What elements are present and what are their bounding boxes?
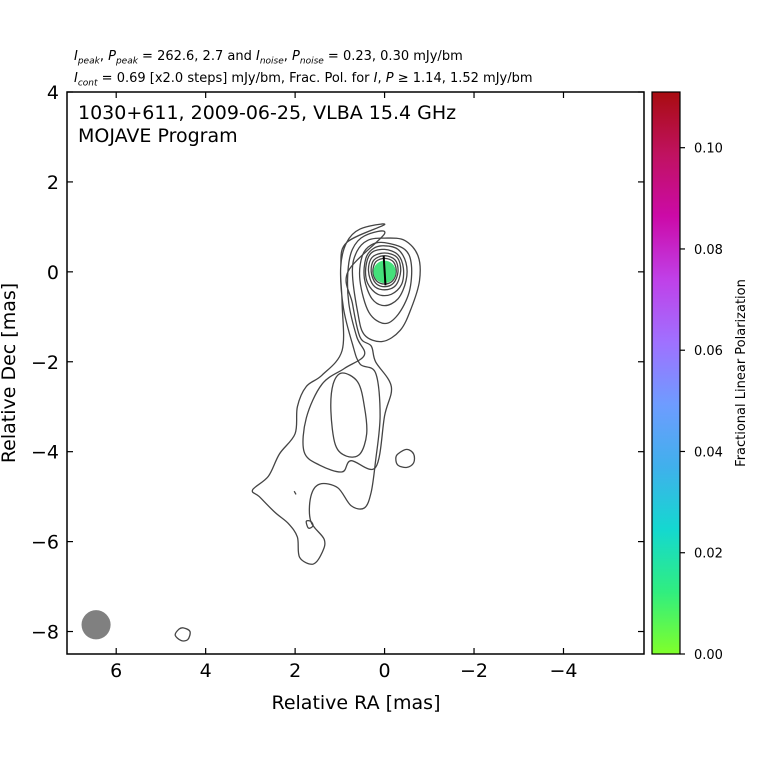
colorbar-ticks: 0.00 0.02 0.04 0.06 0.08 0.10 bbox=[680, 142, 723, 663]
contour-layer bbox=[174, 223, 421, 642]
x-tick-label: 6 bbox=[110, 660, 122, 682]
colorbar-tick-label: 0.04 bbox=[694, 445, 723, 460]
y-tick-label: −8 bbox=[31, 622, 59, 644]
colorbar-tick-label: 0.00 bbox=[694, 648, 723, 663]
contour-8 bbox=[370, 255, 399, 288]
axes-layer: 6 4 2 0 −2 −4 4 2 0 −2 −4 −6 −8 bbox=[31, 82, 644, 682]
contour-6 bbox=[364, 248, 405, 297]
y-axis-label: Relative Dec [mas] bbox=[0, 283, 20, 463]
contour-3 bbox=[351, 237, 421, 343]
header-line-2: Icont = 0.69 [x2.0 steps] mJy/bm, Frac. … bbox=[74, 71, 533, 89]
chart-title-line-1: 1030+611, 2009-06-25, VLBA 15.4 GHz bbox=[78, 102, 456, 124]
y-tick-label: −4 bbox=[31, 442, 59, 464]
contour-7 bbox=[367, 252, 402, 291]
y-tick-label: 4 bbox=[47, 82, 59, 104]
beam-ellipse bbox=[81, 610, 111, 640]
y-tick-label: 0 bbox=[47, 262, 59, 284]
y-tick-label: −2 bbox=[31, 352, 59, 374]
contour-island-south bbox=[305, 520, 314, 529]
contour-4 bbox=[358, 241, 413, 325]
contour-1 bbox=[251, 223, 386, 565]
x-tick-label: 0 bbox=[379, 660, 391, 682]
contour-5 bbox=[363, 245, 408, 307]
colorbar bbox=[651, 91, 681, 655]
y-tick-label: 2 bbox=[47, 172, 59, 194]
contour-island-east bbox=[395, 448, 416, 469]
x-tick-label: 2 bbox=[289, 660, 301, 682]
x-axis-label: Relative RA [mas] bbox=[271, 692, 440, 714]
colorbar-tick-label: 0.02 bbox=[694, 547, 723, 562]
x-tick-label: −4 bbox=[549, 660, 577, 682]
y-tick-label: −6 bbox=[31, 532, 59, 554]
contour-knot-inner bbox=[330, 372, 368, 458]
contour-island-tiny bbox=[293, 490, 297, 495]
colorbar-tick-label: 0.06 bbox=[694, 344, 723, 359]
overlay-layer bbox=[81, 256, 396, 640]
x-tick-label: 4 bbox=[200, 660, 212, 682]
colorbar-label: Fractional Linear Polarization bbox=[734, 279, 749, 467]
contour-island-far bbox=[174, 627, 191, 642]
plot-frame bbox=[66, 91, 645, 655]
colorbar-tick-label: 0.10 bbox=[694, 142, 723, 157]
x-tick-label: −2 bbox=[460, 660, 488, 682]
header-line-1: Ipeak, Ppeak = 262.6, 2.7 and Inoise, Pn… bbox=[74, 49, 463, 67]
colorbar-tick-label: 0.08 bbox=[694, 243, 723, 258]
contour-2 bbox=[302, 230, 393, 473]
evpa-vector bbox=[382, 256, 387, 286]
chart-title-line-2: MOJAVE Program bbox=[78, 125, 238, 147]
